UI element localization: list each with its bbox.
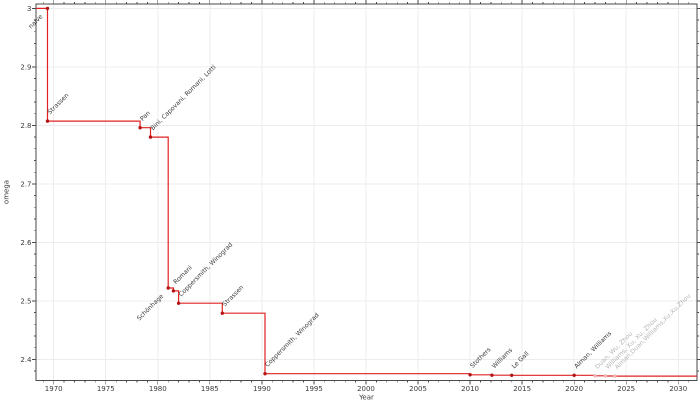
data-point-marker bbox=[138, 126, 142, 130]
data-point-marker bbox=[171, 289, 176, 293]
point-label: Schönhage bbox=[136, 293, 165, 322]
omega-step-line bbox=[36, 7, 697, 377]
point-label: Stothers bbox=[469, 346, 492, 369]
x-tick-label: 2015 bbox=[513, 385, 531, 393]
point-label: Coppersmith, Winograd bbox=[264, 312, 321, 369]
x-tick-label: 1970 bbox=[45, 385, 63, 393]
x-tick-label: 1995 bbox=[305, 385, 323, 393]
data-point-marker bbox=[613, 374, 617, 378]
x-tick-label: 1980 bbox=[149, 385, 167, 393]
data-point-marker bbox=[45, 119, 50, 123]
x-tick-label: 2030 bbox=[669, 385, 687, 393]
x-tick-label: 2005 bbox=[409, 385, 427, 393]
y-tick-label: 2.6 bbox=[20, 239, 32, 247]
grid-layer bbox=[36, 4, 697, 381]
x-tick-label: 2000 bbox=[357, 385, 375, 393]
y-tick-label: 2.9 bbox=[20, 63, 31, 71]
y-axis-title: omega bbox=[3, 180, 11, 204]
y-tick-label: 2.7 bbox=[20, 180, 31, 188]
data-point-marker bbox=[148, 135, 153, 139]
data-point-marker bbox=[593, 374, 597, 378]
x-axis-title: Year bbox=[358, 394, 374, 402]
x-tick-label: 1990 bbox=[253, 385, 271, 393]
point-label: Williams, Xu, Xu, Zhou bbox=[604, 316, 658, 370]
data-point-marker bbox=[263, 372, 267, 376]
x-tick-label: 1975 bbox=[97, 385, 115, 393]
y-tick-label: 3 bbox=[27, 5, 31, 13]
data-point-marker bbox=[510, 373, 514, 377]
point-label: Strassen bbox=[46, 92, 70, 116]
data-point-marker bbox=[220, 311, 224, 315]
point-label: Pan bbox=[139, 110, 152, 123]
point-label: Bini, Capovani, Romani, Lotti bbox=[149, 64, 217, 132]
data-point-marker bbox=[603, 374, 608, 378]
x-tick-label: 2020 bbox=[565, 385, 583, 393]
plot-border bbox=[35, 3, 698, 381]
data-point-marker bbox=[45, 6, 50, 11]
y-tick-label: 2.4 bbox=[20, 356, 32, 364]
x-tick-label: 2025 bbox=[617, 385, 635, 393]
point-label: Strassen bbox=[221, 284, 245, 308]
point-label: Le Gall bbox=[511, 350, 531, 370]
y-tick-label: 2.8 bbox=[20, 122, 31, 130]
data-point-marker bbox=[176, 301, 181, 305]
data-point-marker bbox=[468, 373, 472, 377]
x-tick-label: 2010 bbox=[461, 385, 479, 393]
x-tick-label: 1985 bbox=[201, 385, 219, 393]
data-point-marker bbox=[490, 373, 494, 377]
series-step-line bbox=[36, 7, 697, 377]
data-point-marker bbox=[572, 373, 576, 377]
y-tick-label: 2.5 bbox=[20, 297, 31, 305]
axes-layer: 1970 1975 1980 1985 1990 1995 2000 2005 2010 2015… bbox=[20, 0, 700, 393]
data-point-marker bbox=[166, 286, 170, 290]
data-point-markers bbox=[45, 6, 617, 378]
